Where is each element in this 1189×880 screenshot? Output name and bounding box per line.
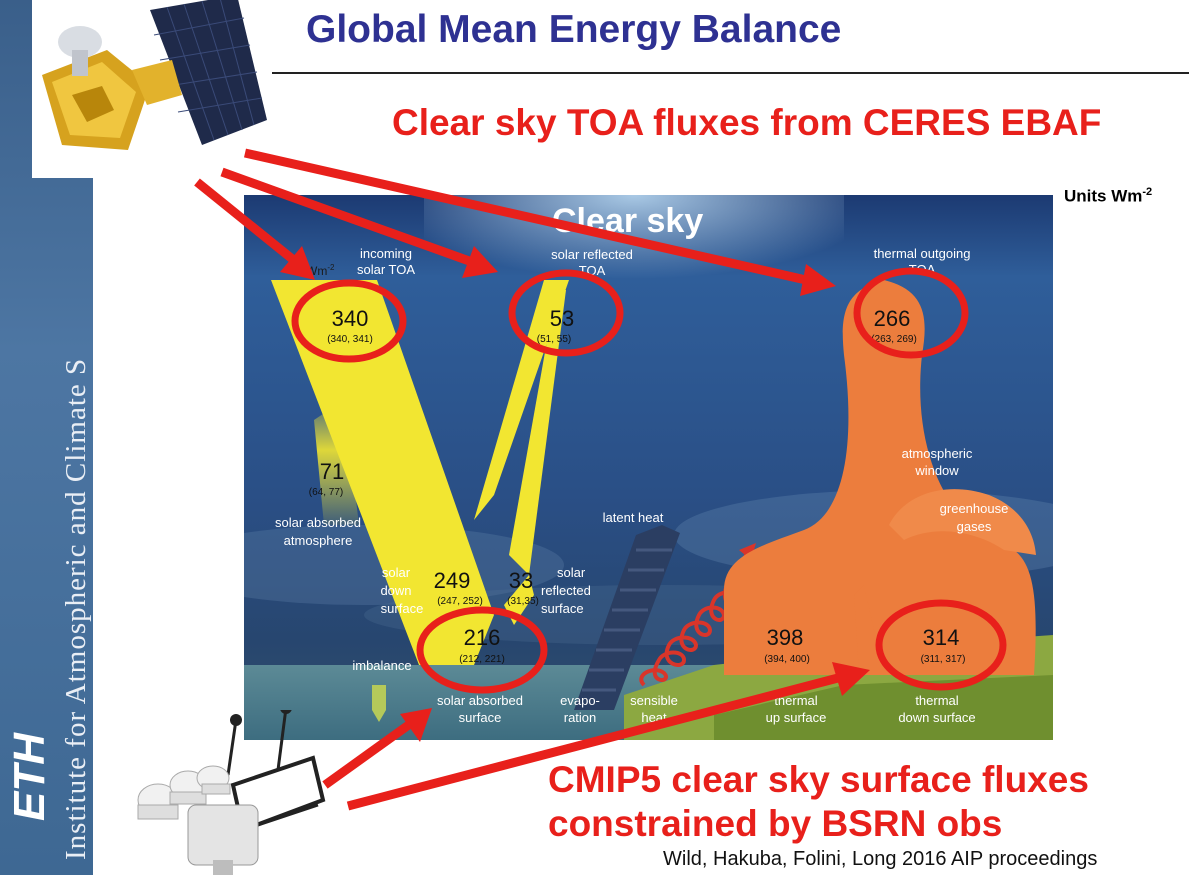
label-incoming-l1: incoming xyxy=(360,246,412,261)
range-solar-absorbed-surface: (212, 221) xyxy=(459,654,505,665)
label-evaporation-l2: ration xyxy=(564,710,597,725)
label-solar-reflected-surface-l1: solar xyxy=(557,565,586,580)
bottom-annotation: CMIP5 clear sky surface fluxes constrain… xyxy=(548,758,1089,846)
label-solar-reflected-toa-l1: solar reflected xyxy=(551,247,633,262)
label-solar-reflected-toa-l2: TOA xyxy=(579,263,606,278)
slide-title: Global Mean Energy Balance xyxy=(306,8,842,51)
range-thermal-down-surface: (311, 317) xyxy=(921,654,966,665)
label-thermal-outgoing-l2: TOA xyxy=(909,262,936,277)
value-solar-reflected-surface: 33 xyxy=(509,568,533,593)
eth-logo: ETH xyxy=(5,733,54,821)
label-incoming-l2: solar TOA xyxy=(357,262,415,277)
label-atmospheric-window-l2: window xyxy=(914,463,959,478)
label-thermal-up-l1: thermal xyxy=(774,693,817,708)
range-solar-reflected-surface: (31,35) xyxy=(507,596,539,607)
bottom-annotation-line1: CMIP5 clear sky surface fluxes xyxy=(548,759,1089,800)
diagram-title: Clear sky xyxy=(552,202,703,240)
label-greenhouse-l1: greenhouse xyxy=(940,501,1009,516)
units-label: Units Wm-2 xyxy=(1064,186,1153,206)
range-solar-absorbed-atmosphere: (64, 77) xyxy=(309,487,343,498)
energy-balance-diagram: Clear sky Wm-2 incoming solar TOA solar … xyxy=(164,195,1114,740)
value-incoming-solar-toa: 340 xyxy=(332,306,369,331)
value-solar-absorbed-surface: 216 xyxy=(464,625,501,650)
value-thermal-outgoing-toa: 266 xyxy=(874,306,911,331)
range-solar-reflected-toa: (51, 55) xyxy=(537,334,571,345)
citation-credit: Wild, Hakuba, Folini, Long 2016 AIP proc… xyxy=(663,848,1098,870)
bsrn-instrument-image xyxy=(118,702,338,875)
bottom-annotation-line2: constrained by BSRN obs xyxy=(548,803,1003,844)
label-solar-absorbed-atm-l1: solar absorbed xyxy=(275,515,361,530)
label-imbalance: imbalance xyxy=(352,658,411,673)
value-solar-reflected-toa: 53 xyxy=(550,306,574,331)
label-sensible-heat-l2: heat xyxy=(641,710,667,725)
label-greenhouse-l2: gases xyxy=(957,519,992,534)
range-thermal-outgoing-toa: (263, 269) xyxy=(871,334,917,345)
label-atmospheric-window-l1: atmospheric xyxy=(902,446,973,461)
label-solar-absorbed-atm-l2: atmosphere xyxy=(284,533,353,548)
label-thermal-down-l1: thermal xyxy=(915,693,958,708)
top-annotation: Clear sky TOA fluxes from CERES EBAF xyxy=(392,102,1102,143)
label-solar-reflected-surface-l2: reflected xyxy=(541,583,591,598)
institute-name: Institute for Atmospheric and Climate S xyxy=(60,357,92,860)
label-thermal-up-l2: up surface xyxy=(766,710,827,725)
label-evaporation-l1: evapo- xyxy=(560,693,600,708)
value-solar-down-surface: 249 xyxy=(434,568,471,593)
range-thermal-up-surface: (394, 400) xyxy=(764,654,810,665)
value-thermal-down-surface: 314 xyxy=(923,625,960,650)
range-incoming-solar-toa: (340, 341) xyxy=(327,334,373,345)
label-solar-down-l2: down xyxy=(380,583,411,598)
label-solar-reflected-surface-l3: surface xyxy=(541,601,584,616)
label-solar-down-l1: solar xyxy=(382,565,411,580)
label-thermal-down-l2: down surface xyxy=(898,710,975,725)
label-sensible-heat-l1: sensible xyxy=(630,693,678,708)
satellite-image xyxy=(32,0,272,178)
label-solar-absorbed-surface-l1: solar absorbed xyxy=(437,693,523,708)
label-solar-absorbed-surface-l2: surface xyxy=(459,710,502,725)
label-thermal-outgoing-l1: thermal outgoing xyxy=(874,246,971,261)
range-solar-down-surface: (247, 252) xyxy=(437,596,483,607)
label-solar-down-l3: surface xyxy=(381,601,424,616)
value-solar-absorbed-atmosphere: 71 xyxy=(320,459,344,484)
value-thermal-up-surface: 398 xyxy=(767,625,804,650)
label-latent-heat: latent heat xyxy=(603,510,664,525)
title-divider xyxy=(272,72,1189,74)
